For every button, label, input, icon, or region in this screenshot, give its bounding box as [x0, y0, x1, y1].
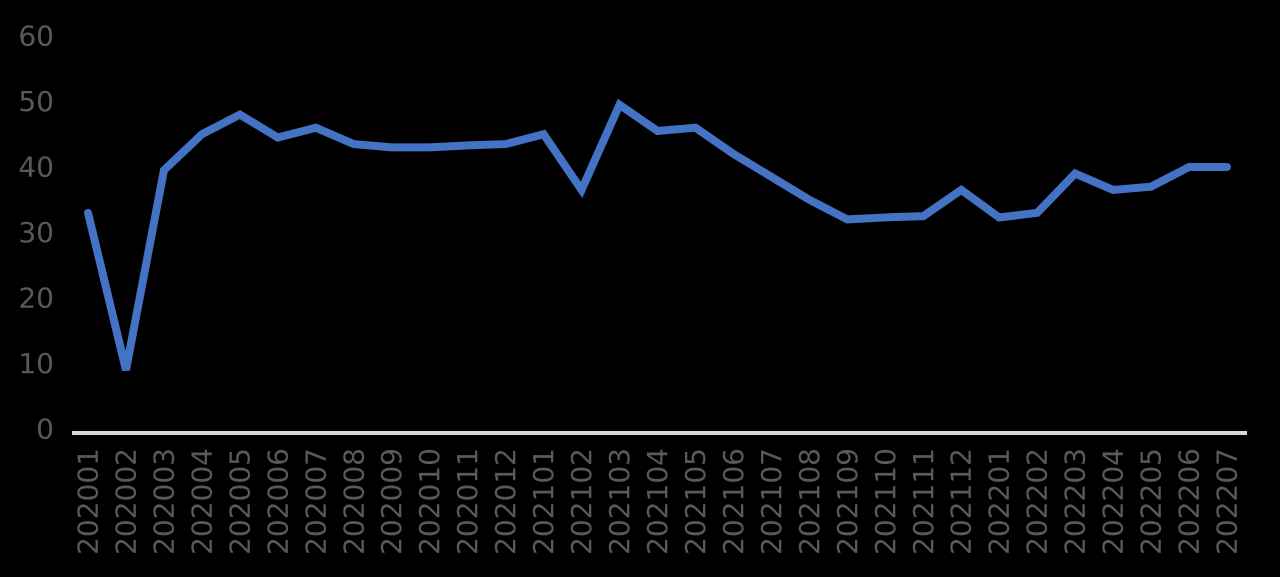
x-tick-label: 202007: [299, 448, 332, 555]
x-tick-label: 202110: [869, 448, 902, 555]
y-tick-label: 60: [18, 20, 54, 53]
x-tick-label: 202205: [1135, 448, 1168, 555]
y-tick-label: 0: [36, 413, 54, 446]
x-tick-label: 202203: [1059, 448, 1092, 555]
x-axis-line: [72, 431, 1247, 435]
x-tick-label: 202006: [261, 448, 294, 555]
x-tick-label: 202202: [1021, 448, 1054, 555]
y-tick-label: 40: [18, 151, 54, 184]
x-tick-label: 202106: [717, 448, 750, 555]
x-tick-label: 202107: [755, 448, 788, 555]
x-tick-label: 202112: [945, 448, 978, 555]
x-tick-label: 202105: [679, 448, 712, 555]
x-tick-label: 202103: [603, 448, 636, 555]
x-tick-label: 202002: [109, 448, 142, 555]
x-tick-label: 202009: [375, 448, 408, 555]
x-tick-label: 202207: [1211, 448, 1244, 555]
x-tick-label: 202204: [1097, 448, 1130, 555]
x-tick-label: 202101: [527, 448, 560, 555]
x-tick-label: 202001: [72, 448, 105, 555]
x-tick-label: 202008: [337, 448, 370, 555]
x-tick-label: 202012: [489, 448, 522, 555]
x-tick-label: 202011: [451, 448, 484, 555]
x-tick-label: 202201: [983, 448, 1016, 555]
x-axis-labels: 202001 202002 202003 202004 202005 202006 2020…: [72, 448, 1244, 555]
x-tick-label: 202108: [793, 448, 826, 555]
data-series-line: [84, 98, 1231, 371]
y-tick-label: 10: [18, 347, 54, 380]
y-tick-label: 30: [18, 216, 54, 249]
x-tick-label: 202003: [147, 448, 180, 555]
x-tick-label: 202104: [641, 448, 674, 555]
x-tick-label: 202109: [831, 448, 864, 555]
x-tick-label: 202206: [1173, 448, 1206, 555]
y-tick-label: 50: [18, 85, 54, 118]
x-tick-label: 202005: [223, 448, 256, 555]
y-axis-labels: 0 10 20 30 40 50 60: [18, 20, 54, 446]
x-tick-label: 202102: [565, 448, 598, 555]
x-tick-label: 202111: [907, 448, 940, 555]
y-tick-label: 20: [18, 282, 54, 315]
x-tick-label: 202010: [413, 448, 446, 555]
x-tick-label: 202004: [185, 448, 218, 555]
